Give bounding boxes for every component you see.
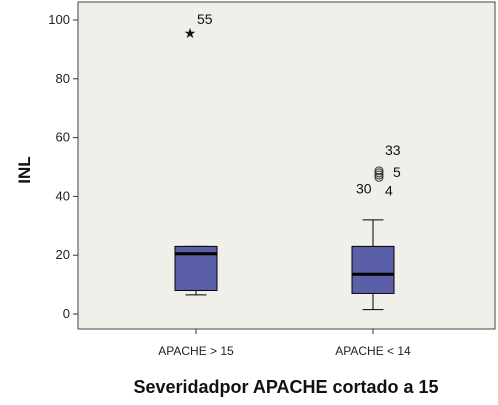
outlier-circle [374,166,384,176]
x-axis: APACHE > 15 APACHE < 14 [158,329,411,358]
x-tick-label: APACHE < 14 [335,344,411,358]
outlier-label: 4 [385,182,393,198]
plot-area [77,1,496,330]
y-axis: 0 20 40 60 80 100 [48,12,78,321]
y-tick-label: 100 [48,12,70,27]
outlier-star: ★ [184,25,197,41]
y-tick-label: 80 [56,71,70,86]
box-group: ★55 [174,11,218,296]
boxes: ★55 30 45 33 [174,11,401,311]
outlier-label: 5 [393,164,401,180]
box-group: 30 45 33 [351,142,401,311]
y-tick-label: 0 [63,306,70,321]
outlier-label: 30 [356,180,372,196]
y-tick-label: 40 [56,188,70,203]
y-tick-label: 60 [56,130,70,145]
y-axis-label: INL [15,156,34,183]
box [351,245,395,294]
outlier-label: 33 [385,142,401,158]
x-axis-label: Severidadpor APACHE cortado a 15 [133,377,438,397]
x-tick-label: APACHE > 15 [158,344,234,358]
y-tick-label: 20 [56,247,70,262]
outlier-label: 55 [197,11,213,27]
outlier-circle [374,172,384,182]
